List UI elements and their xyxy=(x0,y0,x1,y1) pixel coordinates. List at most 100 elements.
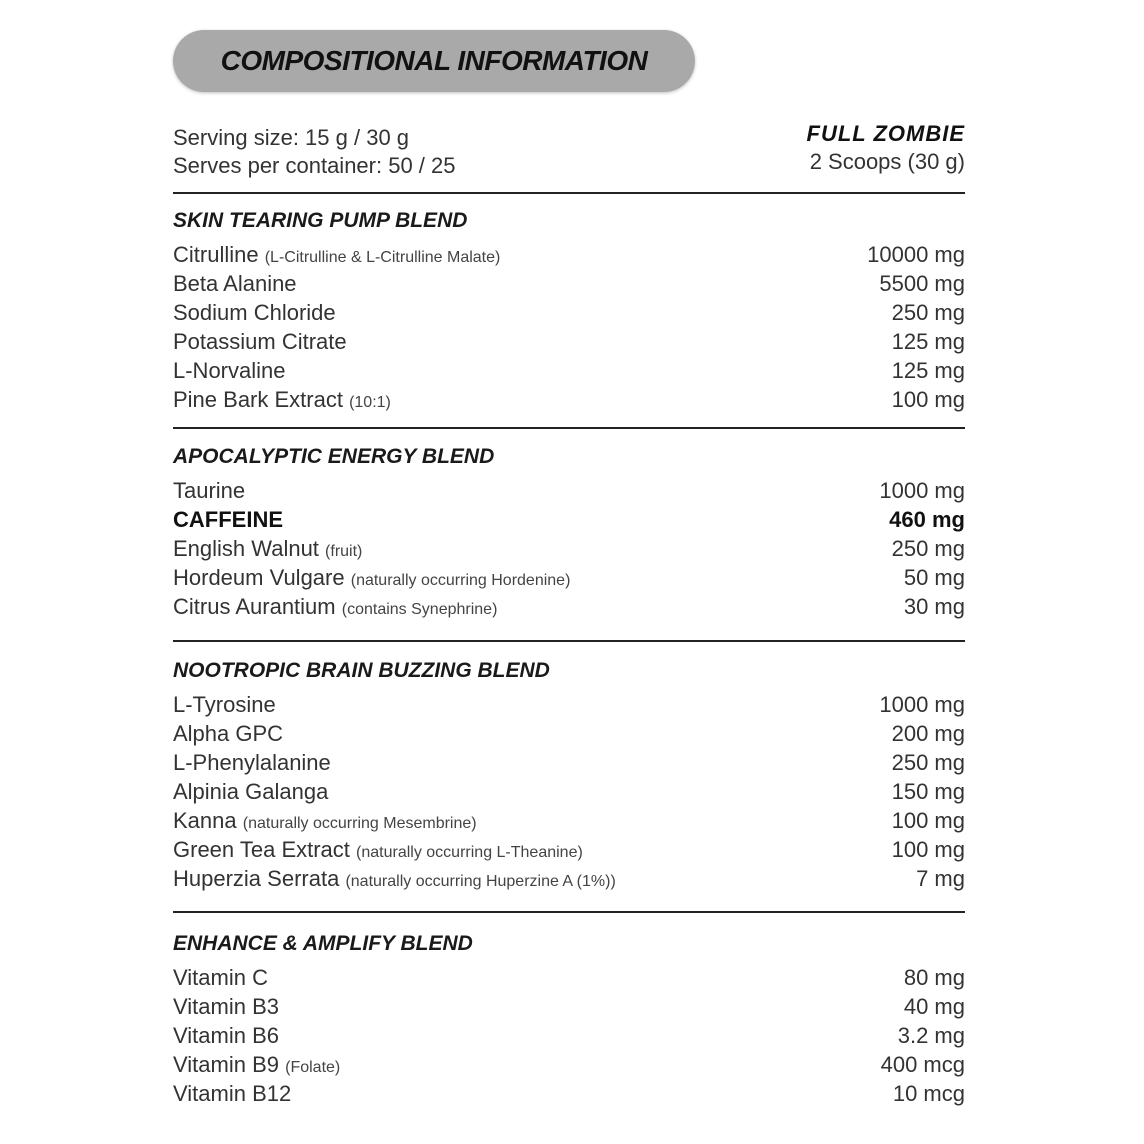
ingredient-amount: 460 mg xyxy=(889,507,965,532)
ingredient-note: (10:1) xyxy=(349,394,391,411)
ingredient-row: Vitamin B12 10 mcg xyxy=(173,1079,965,1108)
ingredient-name: Citrulline xyxy=(173,242,259,267)
ingredient-row: CAFFEINE 460 mg xyxy=(173,505,965,534)
ingredient-note: (naturally occurring L-Theanine) xyxy=(356,844,583,861)
ingredient-row: Vitamin B6 3.2 mg xyxy=(173,1021,965,1050)
ingredient-note: (naturally occurring Huperzine A (1%)) xyxy=(345,873,616,890)
ingredient-note: (contains Synephrine) xyxy=(341,601,498,618)
ingredient-row: Citrulline (L-Citrulline & L-Citrulline … xyxy=(173,240,965,269)
ingredient-label: Kanna (naturally occurring Mesembrine) xyxy=(173,806,477,838)
ingredient-label: Hordeum Vulgare (naturally occurring Hor… xyxy=(173,563,570,595)
ingredient-note: (L-Citrulline & L-Citrulline Malate) xyxy=(264,249,501,266)
ingredient-label: Alpinia Galanga xyxy=(173,777,328,806)
section-title: SKIN TEARING PUMP BLEND xyxy=(173,209,468,232)
ingredient-amount: 30 mg xyxy=(903,594,965,619)
ingredient-name: Alpha GPC xyxy=(173,721,284,746)
section-title: APOCALYPTIC ENERGY BLEND xyxy=(173,445,495,468)
ingredient-amount: 250 mg xyxy=(891,750,965,775)
ingredient-label: Pine Bark Extract (10:1) xyxy=(173,385,391,417)
ingredient-name: CAFFEINE xyxy=(173,507,283,532)
ingredient-name: L-Norvaline xyxy=(173,358,286,383)
ingredient-label: L-Tyrosine xyxy=(173,690,276,719)
ingredient-amount: 250 mg xyxy=(891,300,965,325)
divider xyxy=(173,911,965,913)
ingredient-label: Taurine xyxy=(173,476,245,505)
ingredient-note: (Folate) xyxy=(285,1059,341,1076)
serving-info: Serving size: 15 g / 30 g Serves per con… xyxy=(173,124,456,180)
mode-name: FULL ZOMBIE xyxy=(806,121,965,146)
ingredient-name: L-Tyrosine xyxy=(173,692,276,717)
ingredient-row: Alpha GPC 200 mg xyxy=(173,719,965,748)
ingredient-name: Alpinia Galanga xyxy=(173,779,329,804)
ingredient-label: Vitamin B12 xyxy=(173,1079,291,1108)
ingredient-amount: 100 mg xyxy=(891,387,965,412)
ingredient-row: Hordeum Vulgare (naturally occurring Hor… xyxy=(173,563,965,592)
ingredient-row: Kanna (naturally occurring Mesembrine) 10… xyxy=(173,806,965,835)
ingredient-label: Vitamin B9 (Folate) xyxy=(173,1050,340,1082)
ingredient-amount: 200 mg xyxy=(891,721,965,746)
ingredient-name: Beta Alanine xyxy=(173,271,297,296)
ingredient-amount: 10000 mg xyxy=(867,242,965,267)
ingredient-name: Taurine xyxy=(173,478,246,503)
ingredient-note: (naturally occurring Hordenine) xyxy=(350,572,571,589)
serves-per-container: Serves per container: 50 / 25 xyxy=(173,153,456,178)
ingredient-name: Vitamin B3 xyxy=(173,994,279,1019)
divider xyxy=(173,427,965,429)
ingredient-row: Alpinia Galanga 150 mg xyxy=(173,777,965,806)
ingredient-row: L-Phenylalanine 250 mg xyxy=(173,748,965,777)
divider xyxy=(173,640,965,642)
header-pill: COMPOSITIONAL INFORMATION xyxy=(173,30,695,92)
ingredient-name: Green Tea Extract xyxy=(173,837,350,862)
ingredient-label: Vitamin B3 xyxy=(173,992,279,1021)
dose-mode: FULL ZOMBIE 2 Scoops (30 g) xyxy=(807,120,965,176)
ingredient-note: (fruit) xyxy=(325,543,363,560)
ingredient-amount: 10 mcg xyxy=(892,1081,965,1106)
ingredient-row: L-Norvaline 125 mg xyxy=(173,356,965,385)
ingredient-name: Pine Bark Extract xyxy=(173,387,343,412)
ingredient-amount: 150 mg xyxy=(891,779,965,804)
ingredient-amount: 7 mg xyxy=(916,866,965,891)
ingredient-label: Huperzia Serrata (naturally occurring Hu… xyxy=(173,864,616,896)
ingredient-row: English Walnut (fruit) 250 mg xyxy=(173,534,965,563)
ingredient-label: Sodium Chloride xyxy=(173,298,336,327)
serving-size: Serving size: 15 g / 30 g xyxy=(173,125,410,150)
ingredient-label: CAFFEINE xyxy=(173,505,283,534)
ingredient-amount: 100 mg xyxy=(891,837,965,862)
ingredient-row: Pine Bark Extract (10:1) 100 mg xyxy=(173,385,965,414)
ingredient-amount: 80 mg xyxy=(903,965,965,990)
ingredient-label: English Walnut (fruit) xyxy=(173,534,362,566)
ingredient-amount: 3.2 mg xyxy=(897,1023,965,1048)
ingredient-amount: 125 mg xyxy=(891,358,965,383)
ingredient-amount: 1000 mg xyxy=(879,478,965,503)
ingredient-row: Sodium Chloride 250 mg xyxy=(173,298,965,327)
ingredient-name: Huperzia Serrata xyxy=(173,866,340,891)
section-nootropic-blend: NOOTROPIC BRAIN BUZZING BLEND L-Tyrosine 1… xyxy=(173,657,965,893)
ingredient-amount: 40 mg xyxy=(903,994,965,1019)
ingredient-amount: 250 mg xyxy=(891,536,965,561)
ingredient-row: Beta Alanine 5500 mg xyxy=(173,269,965,298)
ingredient-label: L-Phenylalanine xyxy=(173,748,331,777)
ingredient-label: Citrulline (L-Citrulline & L-Citrulline … xyxy=(173,240,500,272)
mode-dose: 2 Scoops (30 g) xyxy=(809,149,965,174)
ingredient-row: Vitamin B3 40 mg xyxy=(173,992,965,1021)
ingredient-name: Kanna xyxy=(173,808,237,833)
ingredient-row: Vitamin C 80 mg xyxy=(173,963,965,992)
ingredient-name: Citrus Aurantium xyxy=(173,594,336,619)
ingredient-label: Vitamin B6 xyxy=(173,1021,279,1050)
ingredient-name: Vitamin B6 xyxy=(173,1023,279,1048)
ingredient-row: Citrus Aurantium (contains Synephrine) 30… xyxy=(173,592,965,621)
ingredient-row: Vitamin B9 (Folate) 400 mcg xyxy=(173,1050,965,1079)
section-energy-blend: APOCALYPTIC ENERGY BLEND Taurine 1000 mg CA… xyxy=(173,443,965,621)
ingredient-row: Taurine 1000 mg xyxy=(173,476,965,505)
ingredient-row: Green Tea Extract (naturally occurring L… xyxy=(173,835,965,864)
ingredient-amount: 1000 mg xyxy=(879,692,965,717)
ingredient-name: Sodium Chloride xyxy=(173,300,336,325)
ingredient-amount: 5500 mg xyxy=(879,271,965,296)
ingredient-amount: 400 mcg xyxy=(880,1052,965,1077)
ingredient-name: Hordeum Vulgare xyxy=(173,565,345,590)
section-title: ENHANCE & AMPLIFY BLEND xyxy=(173,932,473,955)
ingredient-note: (naturally occurring Mesembrine) xyxy=(242,815,477,832)
ingredient-amount: 100 mg xyxy=(891,808,965,833)
section-title: NOOTROPIC BRAIN BUZZING BLEND xyxy=(173,659,550,682)
ingredient-label: Beta Alanine xyxy=(173,269,297,298)
